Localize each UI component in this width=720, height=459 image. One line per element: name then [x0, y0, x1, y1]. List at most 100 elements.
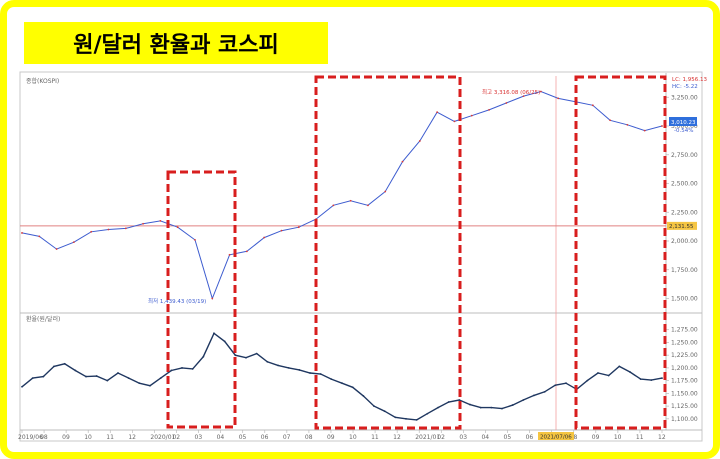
- x-tick-label: 04: [217, 434, 225, 441]
- kospi-data-point: [609, 119, 612, 122]
- x-tick-label: 03: [459, 434, 467, 441]
- x-tick-label: 05: [504, 434, 512, 441]
- x-tick-label: 06: [526, 434, 534, 441]
- x-tick-label: 11: [106, 434, 114, 441]
- kospi-data-point: [72, 241, 75, 244]
- kospi-data-point: [55, 248, 58, 250]
- x-tick-label: 2020/01: [150, 434, 175, 441]
- kospi-data-point: [21, 232, 23, 234]
- fx-data-point: [415, 418, 418, 421]
- kospi-data-point: [38, 235, 41, 238]
- fx-data-point: [629, 371, 631, 373]
- fx-data-point: [522, 399, 525, 401]
- highlight-box-rally: [314, 75, 462, 430]
- kospi-data-point: [418, 140, 421, 142]
- reference-badge: [667, 221, 697, 230]
- fx-data-point: [245, 356, 247, 359]
- x-tick-label: 02: [437, 434, 445, 441]
- fx-panel-label: 환율(원/달러): [26, 315, 60, 323]
- fx-data-point: [405, 417, 407, 420]
- fx-data-point: [117, 372, 119, 374]
- fx-data-point: [138, 382, 141, 385]
- fx-ytick-label: 1,200.00: [671, 365, 698, 372]
- fx-data-point: [447, 401, 450, 403]
- kospi-data-point: [297, 226, 300, 229]
- hc-annotation: HC: -5.22: [672, 84, 698, 90]
- kospi-data-point: [522, 95, 525, 97]
- fx-data-point: [383, 410, 386, 413]
- x-tick-label: 10: [84, 434, 92, 441]
- kospi-data-point: [453, 120, 456, 123]
- fx-data-point: [490, 406, 493, 409]
- fx-data-point: [298, 369, 301, 371]
- kospi-data-point: [107, 228, 110, 231]
- x-tick-label: 10: [349, 434, 357, 441]
- fx-data-point: [85, 375, 87, 378]
- fx-ytick-label: 1,175.00: [671, 378, 698, 385]
- x-tick-label: 05: [239, 434, 247, 441]
- kospi-ytick-label: 2,500.00: [671, 181, 698, 188]
- fx-data-point: [106, 379, 109, 382]
- fx-data-point: [661, 377, 663, 379]
- kospi-panel-label: 종합(KOSPI): [26, 77, 59, 85]
- fx-data-point: [373, 405, 375, 408]
- fx-data-point: [53, 365, 55, 368]
- x-tick-label: 02: [172, 434, 180, 441]
- kospi-ytick-label: 3,000.00: [671, 123, 698, 130]
- fx-data-point: [42, 375, 45, 378]
- kospi-data-point: [263, 236, 266, 239]
- kospi-ytick-label: 2,000.00: [671, 238, 698, 245]
- fx-data-point: [170, 369, 173, 372]
- fx-data-point: [565, 382, 567, 385]
- fx-data-point: [287, 367, 290, 369]
- kospi-data-point: [591, 104, 594, 107]
- kospi-ytick-label: 3,250.00: [671, 94, 698, 101]
- fx-data-point: [159, 377, 162, 379]
- kospi-series-line: [21, 90, 663, 301]
- fx-data-point: [95, 375, 98, 377]
- fx-data-point: [543, 390, 546, 393]
- fx-data-point: [597, 372, 599, 374]
- kospi-data-point: [211, 297, 214, 300]
- fx-ytick-label: 1,125.00: [671, 403, 698, 410]
- fx-data-point: [511, 404, 514, 406]
- x-tick-label: 12: [393, 434, 401, 441]
- high-annotation: 최고 3,316.08 (06/25): [482, 88, 540, 96]
- highlight-box-covid-crash: [166, 170, 237, 429]
- fx-data-point: [362, 395, 365, 397]
- fx-data-point: [618, 365, 621, 368]
- kospi-ytick-label: 1,500.00: [671, 296, 698, 303]
- kospi-data-point: [228, 253, 231, 256]
- fx-data-point: [607, 374, 610, 377]
- kospi-data-point: [436, 111, 439, 114]
- kospi-data-point: [280, 229, 283, 232]
- fx-data-point: [554, 384, 557, 387]
- kospi-data-point: [401, 160, 404, 163]
- fx-data-point: [74, 369, 77, 372]
- fx-data-point: [437, 406, 439, 409]
- fx-data-point: [31, 377, 34, 379]
- fx-ytick-label: 1,250.00: [671, 339, 698, 346]
- fx-data-point: [351, 386, 354, 389]
- fx-data-point: [266, 360, 269, 363]
- kospi-data-point: [245, 250, 248, 253]
- fx-ytick-label: 1,225.00: [671, 352, 698, 359]
- fx-data-point: [202, 355, 205, 358]
- x-tick-label: 2019/06: [18, 434, 43, 441]
- date-marker-badge: [538, 432, 574, 440]
- kospi-data-point: [384, 190, 387, 193]
- kospi-data-point: [488, 109, 490, 111]
- kospi-data-point: [643, 129, 646, 132]
- kospi-data-point: [332, 204, 335, 207]
- kospi-ytick-label: 1,750.00: [671, 267, 698, 274]
- fx-ytick-label: 1,100.00: [671, 416, 698, 423]
- x-tick-label: 07: [283, 434, 291, 441]
- fx-data-point: [458, 399, 461, 401]
- chart-border: [19, 71, 703, 442]
- x-tick-label: 11: [371, 434, 379, 441]
- kospi-data-point: [557, 97, 560, 100]
- x-tick-label: 04: [481, 434, 489, 441]
- x-tick-label: 08: [40, 434, 48, 441]
- fx-data-point: [426, 412, 429, 415]
- x-tick-label: 12: [128, 434, 136, 441]
